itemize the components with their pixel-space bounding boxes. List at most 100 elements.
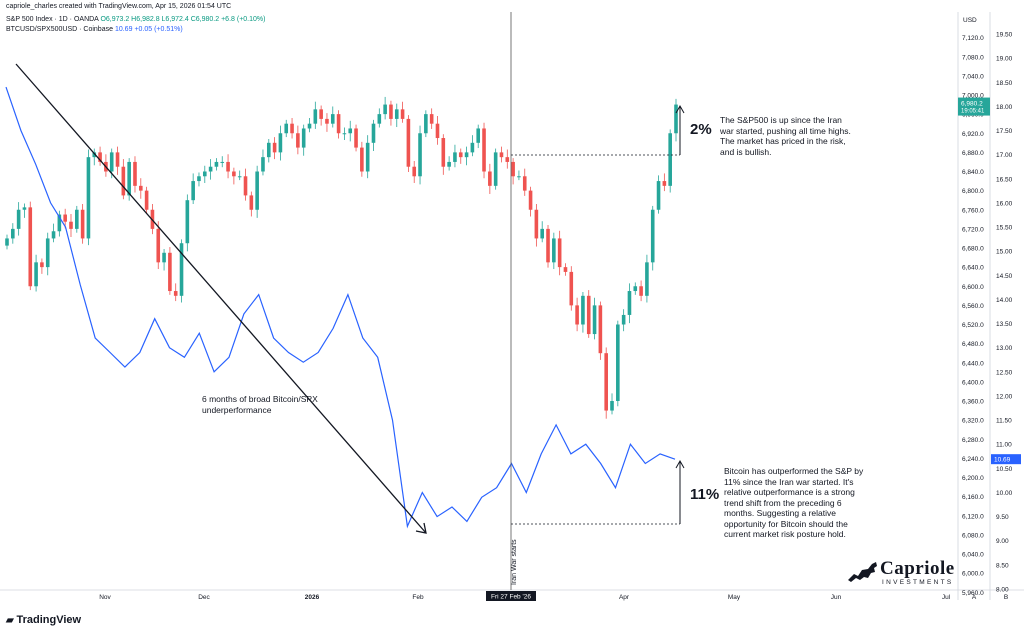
btc-tag-value: 10.69 (994, 457, 1011, 464)
axis-corner-b: B (1004, 594, 1008, 601)
underperformance-note: 6 months of broad Bitcoin/SPX underperfo… (202, 394, 318, 415)
spx-candle-down (563, 267, 568, 272)
tradingview-wordmark: TradingView (16, 614, 82, 626)
spx-candle-up (57, 214, 62, 232)
spx-candle-down (232, 171, 236, 177)
spx-candle-down (546, 228, 550, 263)
spx-candle-down (639, 286, 643, 296)
spx-note: The S&P500 is up since the Iran war star… (720, 115, 851, 157)
chart-axes: 7,120.07,080.07,040.07,000.06,960.06,920… (0, 12, 1024, 601)
btc-percent-label: 11% (690, 486, 720, 503)
spx-candle-up (313, 109, 318, 124)
spx-candle-down (354, 128, 358, 148)
tradingview-icon: ▰ (6, 615, 17, 626)
left-tick-label: 6,280.0 (962, 437, 984, 444)
spx-candle-down (144, 190, 149, 210)
trend-arrowhead (415, 522, 427, 534)
left-tick-label: 6,400.0 (962, 379, 984, 386)
btc-note: Bitcoin has outperformed the S&P by 11% … (724, 466, 864, 539)
axis-corner-a: A (972, 594, 977, 601)
date-tag-label: Fri 27 Feb '26 (491, 594, 531, 601)
spx-candle-up (34, 262, 38, 287)
price-tag-countdown: 19:05:41 (961, 109, 985, 115)
left-tick-label: 6,320.0 (962, 418, 984, 425)
left-tick-label: 6,080.0 (962, 532, 984, 539)
spx-candle-up (470, 142, 475, 153)
spx-candle-up (592, 305, 597, 335)
spx-candle-down (412, 166, 417, 177)
spx-candle-up (581, 295, 585, 325)
left-tick-label: 6,000.0 (962, 571, 984, 578)
btc-legend-change: +0.05 (+0.51%) (134, 26, 183, 33)
spx-candle-up (237, 176, 242, 178)
right-tick-label: 10.50 (996, 466, 1013, 473)
right-tick-label: 11.00 (996, 442, 1012, 449)
spx-candle-up (22, 207, 27, 210)
spx-candle-up (464, 152, 469, 158)
spx-candle-up (220, 161, 225, 163)
spx-candle-down (406, 118, 411, 167)
spx-legend-name: S&P 500 Index · 1D · OANDA (6, 16, 99, 23)
spx-candle-up (330, 114, 335, 124)
spx-candle-up (109, 152, 114, 172)
spx-candle-down (528, 190, 533, 210)
right-tick-label: 14.50 (996, 273, 1013, 280)
spx-candle-down (272, 142, 277, 153)
price-tag-value: 6,980.2 (961, 101, 983, 108)
spx-candle-down (400, 109, 405, 119)
btc-legend[interactable]: BTCUSD/SPX500USD · Coinbase 10.69 +0.05 … (6, 26, 183, 33)
right-tick-label: 18.00 (996, 104, 1013, 111)
spx-candle-down (121, 166, 126, 196)
month-tick-label: 2026 (305, 594, 320, 601)
spx-candle-down (40, 262, 44, 268)
right-tick-label: 14.00 (996, 297, 1013, 304)
btc-legend-name: BTCUSD/SPX500USD · Coinbase (6, 26, 113, 33)
spx-candle-down (505, 157, 510, 162)
spx-candle-down (173, 291, 178, 296)
spx-candle-up (284, 123, 289, 134)
spx-candle-down (569, 271, 574, 306)
axis-tags: 6,980.219:05:41 10.69 Fri 27 Feb '26 (486, 97, 1021, 601)
spx-legend[interactable]: S&P 500 Index · 1D · OANDA O6,973.2 H6,9… (6, 16, 265, 23)
iran-war-label: Iran War starts (511, 539, 518, 585)
left-tick-label: 6,920.0 (962, 131, 984, 138)
left-tick-label: 6,720.0 (962, 226, 984, 233)
right-tick-label: 8.00 (996, 587, 1009, 594)
left-tick-label: 6,360.0 (962, 399, 984, 406)
spx-candle-up (371, 123, 376, 143)
right-tick-label: 17.00 (996, 152, 1013, 159)
spx-candle-down (249, 195, 254, 210)
spx-candle-up (365, 142, 370, 172)
spx-percent-label: 2% (690, 121, 712, 138)
spx-candle-down (243, 176, 248, 196)
capriole-logo: Capriole INVESTMENTS (846, 558, 954, 589)
spx-candle-down (458, 152, 463, 158)
spx-candle-up (424, 114, 428, 134)
btc-gain-arrowhead (675, 459, 685, 469)
spx-candle-up (645, 262, 649, 296)
spx-candle-up (610, 401, 614, 411)
left-tick-label: 6,600.0 (962, 284, 984, 291)
left-tick-label: 7,120.0 (962, 35, 984, 42)
spx-candle-up (348, 128, 353, 134)
left-tick-label: 6,480.0 (962, 341, 984, 348)
spx-candle-up (75, 209, 79, 229)
spx-candle-up (202, 171, 207, 177)
left-tick-label: 6,640.0 (962, 265, 984, 272)
spx-candle-up (301, 128, 306, 148)
spx-candle-up (214, 161, 219, 167)
spx-candle-down (389, 104, 393, 119)
spx-candles (5, 96, 678, 419)
spx-candle-down (575, 305, 579, 325)
spx-candle-up (674, 104, 678, 134)
spx-legend-values: O6,973.2 H6,982.8 L6,972.4 C6,980.2 (100, 16, 220, 23)
spx-candle-up (656, 181, 661, 210)
right-tick-label: 15.50 (996, 225, 1013, 232)
tradingview-logo[interactable]: ▰ TradingView (6, 614, 81, 626)
spx-candle-down (586, 295, 591, 335)
month-tick-label: Apr (619, 594, 630, 601)
left-tick-label: 6,160.0 (962, 494, 984, 501)
